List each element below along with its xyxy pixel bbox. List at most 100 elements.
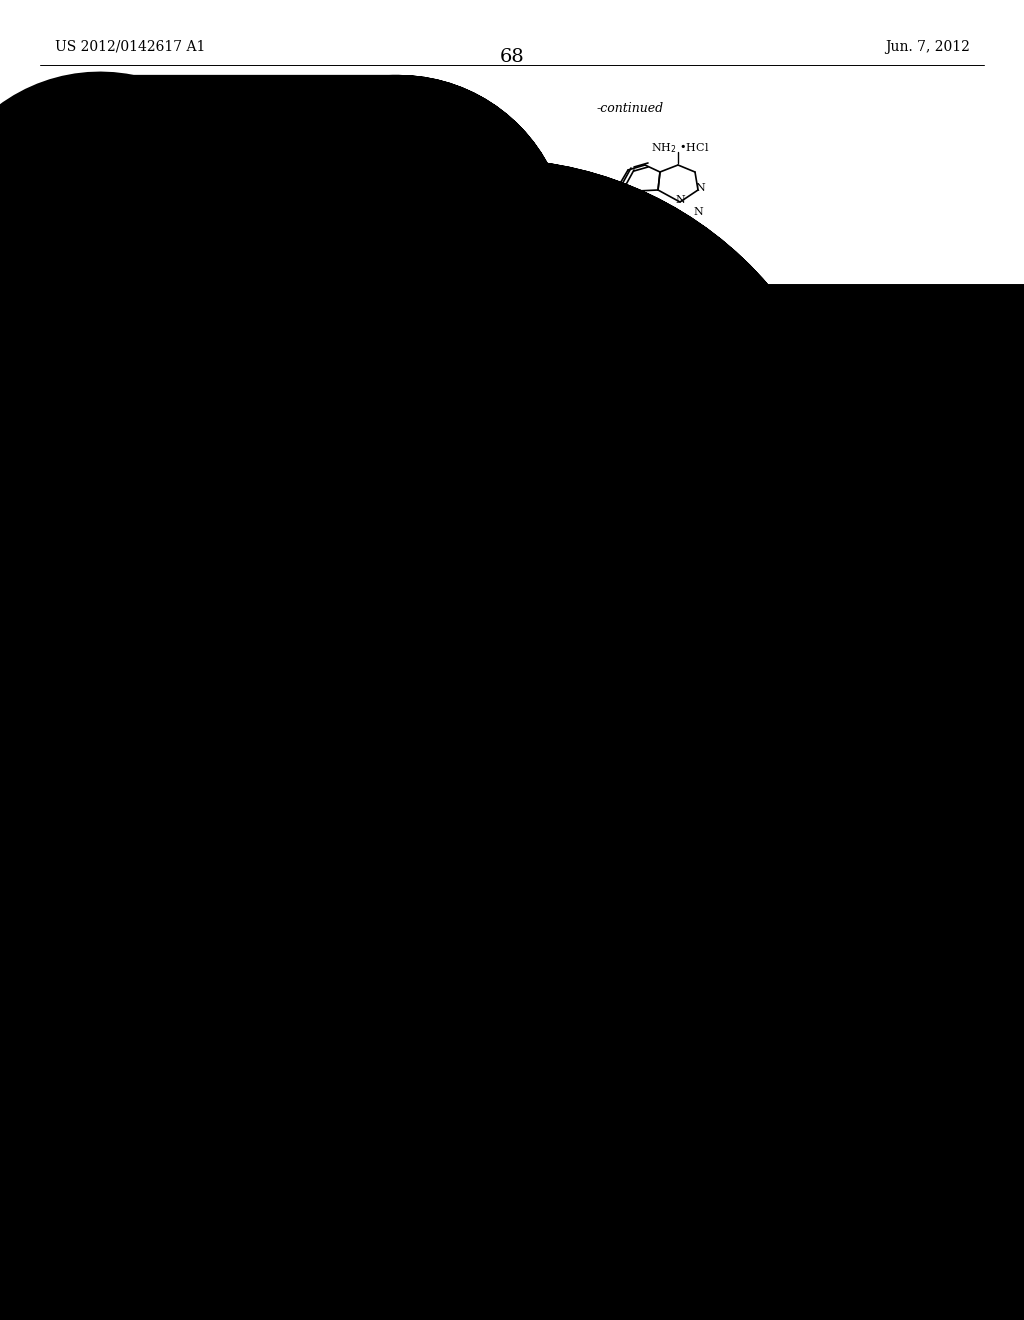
Text: HO: HO (492, 498, 510, 507)
Polygon shape (194, 899, 221, 908)
Text: 40l: 40l (374, 603, 396, 616)
Polygon shape (178, 499, 206, 508)
Text: HO: HO (109, 978, 127, 987)
Text: CH$_3$: CH$_3$ (632, 583, 654, 597)
Text: CH$_3$: CH$_3$ (603, 583, 625, 597)
Text: H$_2$/Pd—C: H$_2$/Pd—C (410, 246, 464, 259)
Text: NH$_2$: NH$_2$ (242, 421, 268, 434)
Text: N: N (233, 487, 243, 498)
Text: O: O (820, 645, 829, 655)
Text: 40m: 40m (614, 603, 645, 616)
Text: N: N (703, 487, 713, 498)
Text: HCl: HCl (294, 913, 315, 923)
Text: CH$_3$: CH$_3$ (613, 983, 635, 997)
Text: NH$_2$ •HCl: NH$_2$ •HCl (651, 141, 710, 154)
Text: NH$_2$: NH$_2$ (305, 141, 331, 154)
Text: 40p: 40p (152, 1001, 178, 1015)
Text: N: N (695, 183, 705, 193)
Text: N: N (693, 207, 702, 216)
Text: N: N (333, 207, 343, 216)
Text: Pd(PPh$_3$)$_4$: Pd(PPh$_3$)$_4$ (578, 651, 635, 665)
Text: BnO: BnO (111, 216, 135, 227)
Polygon shape (658, 899, 685, 908)
Text: or: or (431, 234, 443, 243)
Text: N: N (440, 475, 450, 484)
Text: O: O (595, 915, 604, 925)
Text: N: N (685, 475, 695, 484)
Text: O: O (215, 235, 224, 246)
Text: O: O (436, 950, 445, 960)
Text: N: N (715, 863, 725, 873)
Text: N: N (458, 487, 468, 498)
Text: 40k: 40k (601, 318, 627, 333)
Text: I: I (652, 414, 657, 425)
Text: O: O (211, 788, 219, 799)
Text: N: N (215, 475, 225, 484)
Text: N: N (243, 865, 253, 875)
Text: O: O (445, 788, 455, 799)
Text: NH$_2$: NH$_2$ (742, 803, 768, 817)
Text: N: N (261, 876, 271, 887)
Text: N: N (494, 876, 503, 887)
Text: DMP: DMP (291, 503, 318, 513)
Text: N: N (706, 463, 715, 473)
Text: O: O (340, 515, 349, 525)
Polygon shape (278, 219, 305, 228)
Text: O: O (364, 915, 373, 925)
Text: HO: HO (22, 498, 40, 507)
Text: O: O (603, 960, 612, 970)
Text: O: O (116, 515, 125, 525)
Text: N: N (496, 853, 505, 863)
Text: OH: OH (660, 298, 680, 308)
Text: HO: HO (90, 578, 110, 587)
Text: 40j: 40j (238, 318, 259, 333)
Text: N: N (315, 195, 325, 205)
Polygon shape (648, 499, 676, 508)
Text: 40n: 40n (622, 1001, 648, 1015)
Text: O: O (669, 950, 678, 960)
Text: N: N (335, 183, 345, 193)
Text: O: O (131, 915, 140, 925)
Polygon shape (403, 499, 430, 508)
Text: CH$_3$: CH$_3$ (642, 983, 664, 997)
Text: NIS: NIS (519, 503, 541, 513)
Text: O: O (414, 550, 423, 560)
Text: NH$_2$: NH$_2$ (467, 421, 493, 434)
Text: CH$_3$: CH$_3$ (381, 983, 403, 997)
Text: OCH$_3$: OCH$_3$ (850, 636, 884, 649)
Text: N: N (675, 195, 685, 205)
Polygon shape (638, 219, 666, 228)
Text: CH$_3$: CH$_3$ (358, 583, 380, 597)
Text: -continued: -continued (596, 102, 664, 115)
Text: OH: OH (216, 978, 234, 987)
Text: BCl$_3$, CH$_2$Cl$_2$: BCl$_3$, CH$_2$Cl$_2$ (399, 218, 474, 232)
Text: O: O (575, 235, 585, 246)
Text: HO: HO (246, 498, 265, 507)
Text: OBn: OBn (298, 298, 323, 308)
Text: CH$_3$: CH$_3$ (387, 583, 409, 597)
Text: 40k: 40k (141, 595, 167, 609)
Polygon shape (426, 899, 454, 908)
Text: HO: HO (551, 298, 569, 308)
Text: CO$_2$CH$_3$: CO$_2$CH$_3$ (795, 791, 843, 805)
Text: -continued: -continued (247, 102, 313, 115)
Text: US 2012/0142617 A1: US 2012/0142617 A1 (55, 40, 206, 54)
Text: NH$_2$: NH$_2$ (708, 421, 733, 434)
Text: O: O (594, 560, 602, 570)
Text: O: O (372, 960, 381, 970)
Text: OH: OH (201, 578, 219, 587)
Text: 68: 68 (500, 48, 524, 66)
Text: O: O (586, 515, 595, 525)
Text: N: N (263, 853, 272, 863)
Text: HO: HO (37, 898, 56, 907)
Text: HO: HO (501, 898, 520, 907)
Text: Jun. 7, 2012: Jun. 7, 2012 (885, 40, 970, 54)
Text: HO: HO (481, 216, 500, 227)
Text: N: N (713, 887, 723, 898)
Text: O: O (658, 550, 668, 560)
Text: HO: HO (269, 898, 288, 907)
Text: O: O (348, 560, 357, 570)
Text: CH$_3$: CH$_3$ (410, 983, 432, 997)
Text: N: N (460, 463, 470, 473)
Text: NH: NH (173, 805, 193, 814)
